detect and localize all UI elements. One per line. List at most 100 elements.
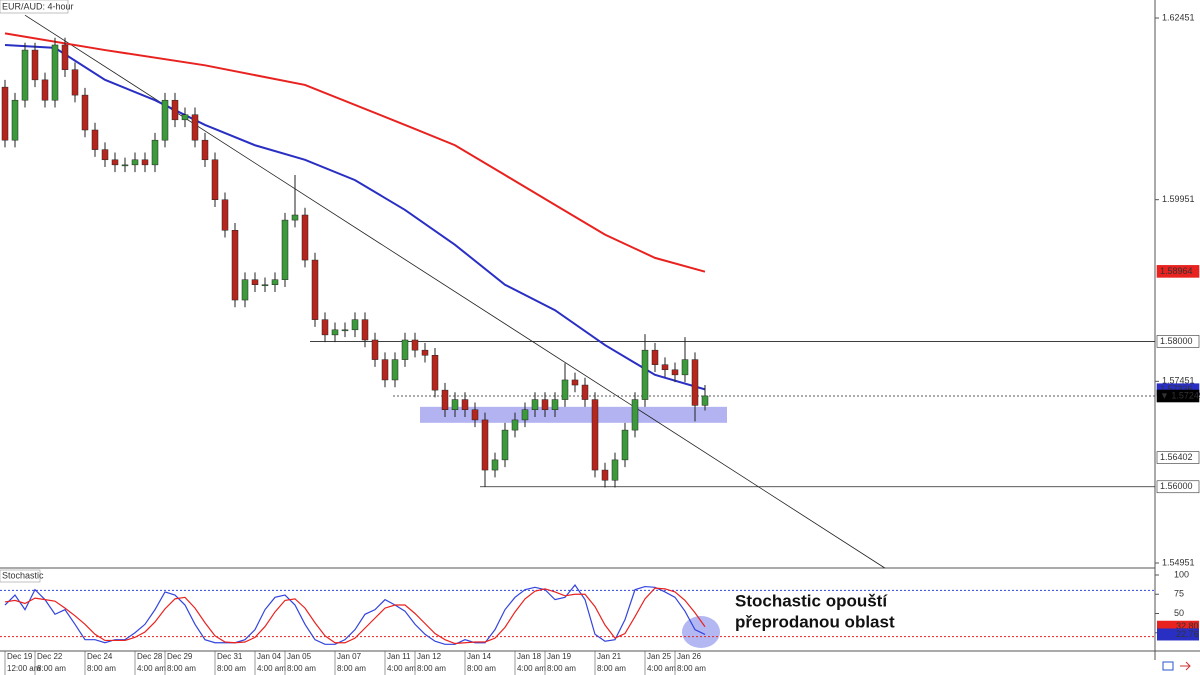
x-tick-label: Dec 22	[37, 652, 63, 661]
candle-body	[241, 279, 249, 301]
candle-body	[421, 349, 429, 356]
candle-body	[251, 279, 259, 286]
annotation: přeprodanou oblast	[735, 612, 895, 631]
candle-body	[661, 364, 669, 371]
y-tick-label: 1.62451	[1162, 12, 1195, 22]
x-tick-label: Jan 11	[387, 652, 411, 661]
candle-body	[451, 399, 459, 410]
x-tick-label: Jan 05	[287, 652, 312, 661]
x-tick-label: Jan 25	[647, 652, 672, 661]
candle-body	[191, 114, 199, 141]
x-tick-label: Dec 31	[217, 652, 243, 661]
stochastic-line	[4, 584, 706, 645]
candle-body	[401, 339, 409, 360]
candle-body	[261, 284, 269, 287]
candle-body	[121, 164, 129, 167]
candle-body	[441, 389, 449, 410]
candle-body	[101, 149, 109, 161]
candle-body	[141, 159, 149, 166]
panel-title: Stochastic	[2, 570, 44, 580]
x-tick-label: Jan 18	[517, 652, 542, 661]
candle-body	[361, 319, 369, 341]
y-tick-label: 75	[1174, 589, 1184, 599]
candle-body	[651, 349, 659, 365]
title-box	[0, 0, 69, 14]
candle-body	[91, 129, 99, 150]
x-tick-time: 8:00 am	[167, 664, 196, 673]
candle-body	[111, 159, 119, 166]
icon[interactable]	[1180, 661, 1191, 671]
candle-body	[691, 359, 699, 406]
support-zone	[420, 406, 727, 423]
annotation: Stochastic opouští	[735, 591, 888, 610]
candle-body	[581, 384, 589, 400]
price-label: 1.56000	[1160, 481, 1193, 491]
candle-body	[201, 139, 209, 161]
x-tick-label: Jan 26	[677, 652, 702, 661]
x-tick-time: 8:00 am	[337, 664, 366, 673]
value-label-box	[1157, 628, 1199, 641]
x-tick-label: Jan 21	[597, 652, 622, 661]
moving-average	[4, 32, 706, 273]
y-tick-label: 50	[1174, 608, 1184, 618]
candle-body	[271, 279, 279, 286]
x-tick-time: 4:00 am	[647, 664, 676, 673]
price-label: ▼ 1.57249	[1160, 390, 1200, 400]
candle-body	[331, 329, 339, 336]
price-label-box	[1156, 265, 1200, 278]
price-label: 1.58964	[1160, 266, 1193, 276]
candle-body	[521, 409, 529, 421]
candle-body	[81, 94, 89, 131]
candle-body	[681, 359, 689, 376]
x-tick-label: Jan 07	[337, 652, 362, 661]
y-tick-label: 100	[1174, 569, 1189, 579]
candle-body	[231, 230, 239, 301]
x-tick-time: 8:00 am	[677, 664, 706, 673]
candle-body	[281, 219, 289, 280]
candle-body	[591, 399, 599, 471]
x-tick-label: Dec 24	[87, 652, 113, 661]
candle-body	[391, 359, 399, 381]
value-label: 22.76	[1176, 629, 1199, 639]
value-label: 32.80	[1176, 621, 1199, 631]
candle-body	[461, 399, 469, 410]
price-label-box	[1156, 389, 1200, 403]
candle-body	[221, 199, 229, 231]
candle-body	[31, 49, 39, 81]
x-tick-label: Jan 19	[547, 652, 572, 661]
candle-body	[701, 395, 709, 406]
x-tick-time: 8:00 am	[417, 664, 446, 673]
x-tick-time: 8:00 am	[287, 664, 316, 673]
candle-body	[641, 349, 649, 400]
candle-body	[611, 459, 619, 481]
x-tick-time: 4:00 am	[387, 664, 416, 673]
x-tick-time: 8:00 am	[37, 664, 66, 673]
candle-body	[571, 379, 579, 386]
x-tick-time: 8:00 am	[87, 664, 116, 673]
x-tick-time: 8:00 am	[217, 664, 246, 673]
candle-body	[311, 259, 319, 320]
y-tick-label: 1.54951	[1162, 557, 1195, 567]
y-tick-label: 1.57451	[1162, 376, 1195, 386]
chart-title: EUR/AUD: 4-hour	[2, 1, 74, 11]
candle-body	[11, 99, 19, 141]
candle-body	[161, 99, 169, 141]
x-tick-label: Dec 28	[137, 652, 163, 661]
x-tick-time: 4:00 am	[257, 664, 286, 673]
candle-body	[671, 369, 679, 376]
candle-body	[131, 159, 139, 166]
price-label: 1.57336	[1160, 384, 1193, 394]
x-tick-time: 4:00 am	[137, 664, 166, 673]
x-tick-time: 12:00 am	[7, 664, 41, 673]
candle-body	[411, 339, 419, 351]
candle-body	[601, 469, 609, 481]
x-tick-time: 8:00 am	[597, 664, 626, 673]
stochastic-line	[4, 587, 706, 645]
x-tick-time: 8:00 am	[467, 664, 496, 673]
candle-body	[501, 429, 509, 461]
panel-title-box	[0, 569, 41, 583]
candle-body	[481, 419, 489, 471]
icon[interactable]	[1162, 661, 1174, 671]
